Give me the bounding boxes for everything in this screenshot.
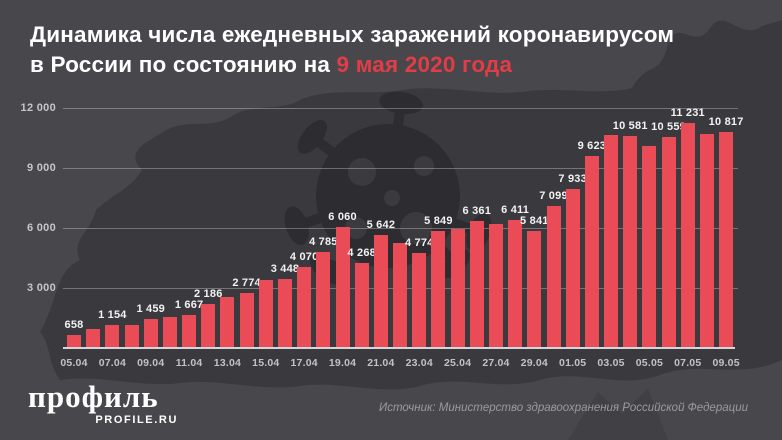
bar [431, 231, 446, 348]
x-axis-label: 13.04 [213, 357, 242, 369]
bar-value-label: 10 817 [708, 115, 744, 128]
source-attribution: Источник: Министерство здравоохранения Р… [379, 402, 748, 414]
x-axis-label: 01.05 [559, 357, 587, 369]
x-axis-label: 23.04 [405, 357, 433, 369]
bar [105, 324, 120, 348]
bar [143, 318, 158, 348]
gridline [63, 168, 738, 169]
bar-value-label: 4 785 [309, 236, 338, 249]
bar-value-label: 3 448 [270, 263, 300, 276]
bar [680, 123, 695, 348]
gridline [63, 228, 738, 229]
x-axis-label: 05.04 [60, 357, 88, 369]
x-axis-label: 27.04 [482, 357, 510, 369]
bar [604, 135, 619, 348]
bar [297, 266, 312, 348]
x-axis-label: 07.05 [674, 357, 702, 369]
page-title: Динамика числа ежедневных заражений коро… [30, 20, 760, 79]
bar-value-label: 4 070 [289, 250, 319, 263]
bar [488, 224, 503, 348]
bar [546, 206, 561, 348]
bar [450, 228, 465, 348]
bar [182, 314, 197, 348]
bar-value-label: 5 642 [366, 219, 396, 232]
bar-value-label: 1 667 [174, 298, 204, 311]
bar [527, 231, 542, 348]
y-axis-label: 12 000 [20, 102, 56, 114]
profil-logo-url: PROFILE.RU [95, 414, 178, 426]
y-axis-label: 9 000 [26, 162, 56, 174]
bar-chart: 658 1 154 1 459 1 667 2 186 2 774 3 448 4 070 4 … [60, 107, 743, 369]
bar-value-label: 11 231 [670, 107, 705, 120]
x-axis-label: 19.04 [328, 357, 357, 369]
bar [642, 145, 657, 348]
bar [201, 304, 216, 348]
bar [699, 134, 714, 348]
bar-value-label: 1 459 [136, 302, 165, 315]
bar-value-label: 7 933 [558, 173, 587, 186]
bar-value-label: 5 841 [520, 215, 549, 228]
bar-value-label: 6 361 [462, 204, 492, 217]
bar [565, 189, 580, 348]
bar [508, 219, 523, 348]
bar [661, 136, 676, 348]
x-axis-label: 25.04 [443, 357, 472, 369]
x-axis-label: 09.05 [712, 357, 740, 369]
bar-value-label: 9 623 [577, 139, 607, 152]
profil-logo-wordmark: профиль [28, 379, 159, 414]
bar-value-label: 10 581 [612, 120, 648, 133]
bar-value-label: 1 154 [98, 308, 127, 321]
bar [239, 292, 254, 348]
bar-value-label: 6 060 [328, 210, 357, 223]
bar [393, 243, 408, 348]
bar [86, 328, 101, 348]
y-axis-label: 6 000 [26, 222, 56, 234]
y-axis-label: 3 000 [26, 282, 56, 294]
x-axis-label: 03.05 [597, 357, 625, 369]
title-line2: в России по состоянию на [30, 51, 337, 77]
bar-value-label: 658 [64, 318, 84, 331]
x-axis-label: 05.05 [635, 357, 664, 369]
axis-baseline [63, 347, 735, 349]
bar-value-label: 2 186 [193, 288, 223, 301]
bar [584, 155, 599, 348]
bar-value-label: 7 099 [539, 190, 568, 203]
profil-logo: профиль PROFILE.RU [28, 381, 178, 426]
bar [412, 252, 427, 348]
bar [623, 136, 638, 348]
bar [316, 252, 331, 348]
x-axis-label: 09.04 [137, 357, 165, 369]
bar [258, 280, 273, 348]
bar [67, 334, 81, 348]
bar [469, 220, 484, 348]
bar-value-label: 4 774 [404, 236, 434, 249]
title-date-highlight: 9 мая 2020 года [336, 51, 513, 77]
x-axis-label: 07.04 [98, 357, 126, 369]
bar [719, 131, 734, 348]
bar [124, 324, 139, 348]
x-axis-label: 21.04 [367, 357, 395, 369]
bar [335, 226, 350, 348]
x-axis-label: 15.04 [252, 357, 280, 369]
bar [162, 317, 177, 348]
bar-value-label: 2 774 [232, 276, 261, 289]
gridline [63, 108, 738, 109]
bar [373, 235, 388, 348]
x-axis-label: 29.04 [520, 357, 548, 369]
x-axis-label: 17.04 [290, 357, 318, 369]
bar [277, 279, 292, 348]
x-axis-label: 11.04 [175, 357, 203, 369]
title-line1: Динамика числа ежедневных заражений коро… [30, 22, 675, 47]
bar-value-label: 10 559 [651, 120, 687, 133]
bar-value-label: 5 849 [424, 215, 453, 228]
bar [220, 296, 235, 348]
bar [354, 262, 369, 348]
bar-value-label: 4 268 [347, 246, 376, 259]
bar-value-label: 6 411 [501, 203, 530, 216]
